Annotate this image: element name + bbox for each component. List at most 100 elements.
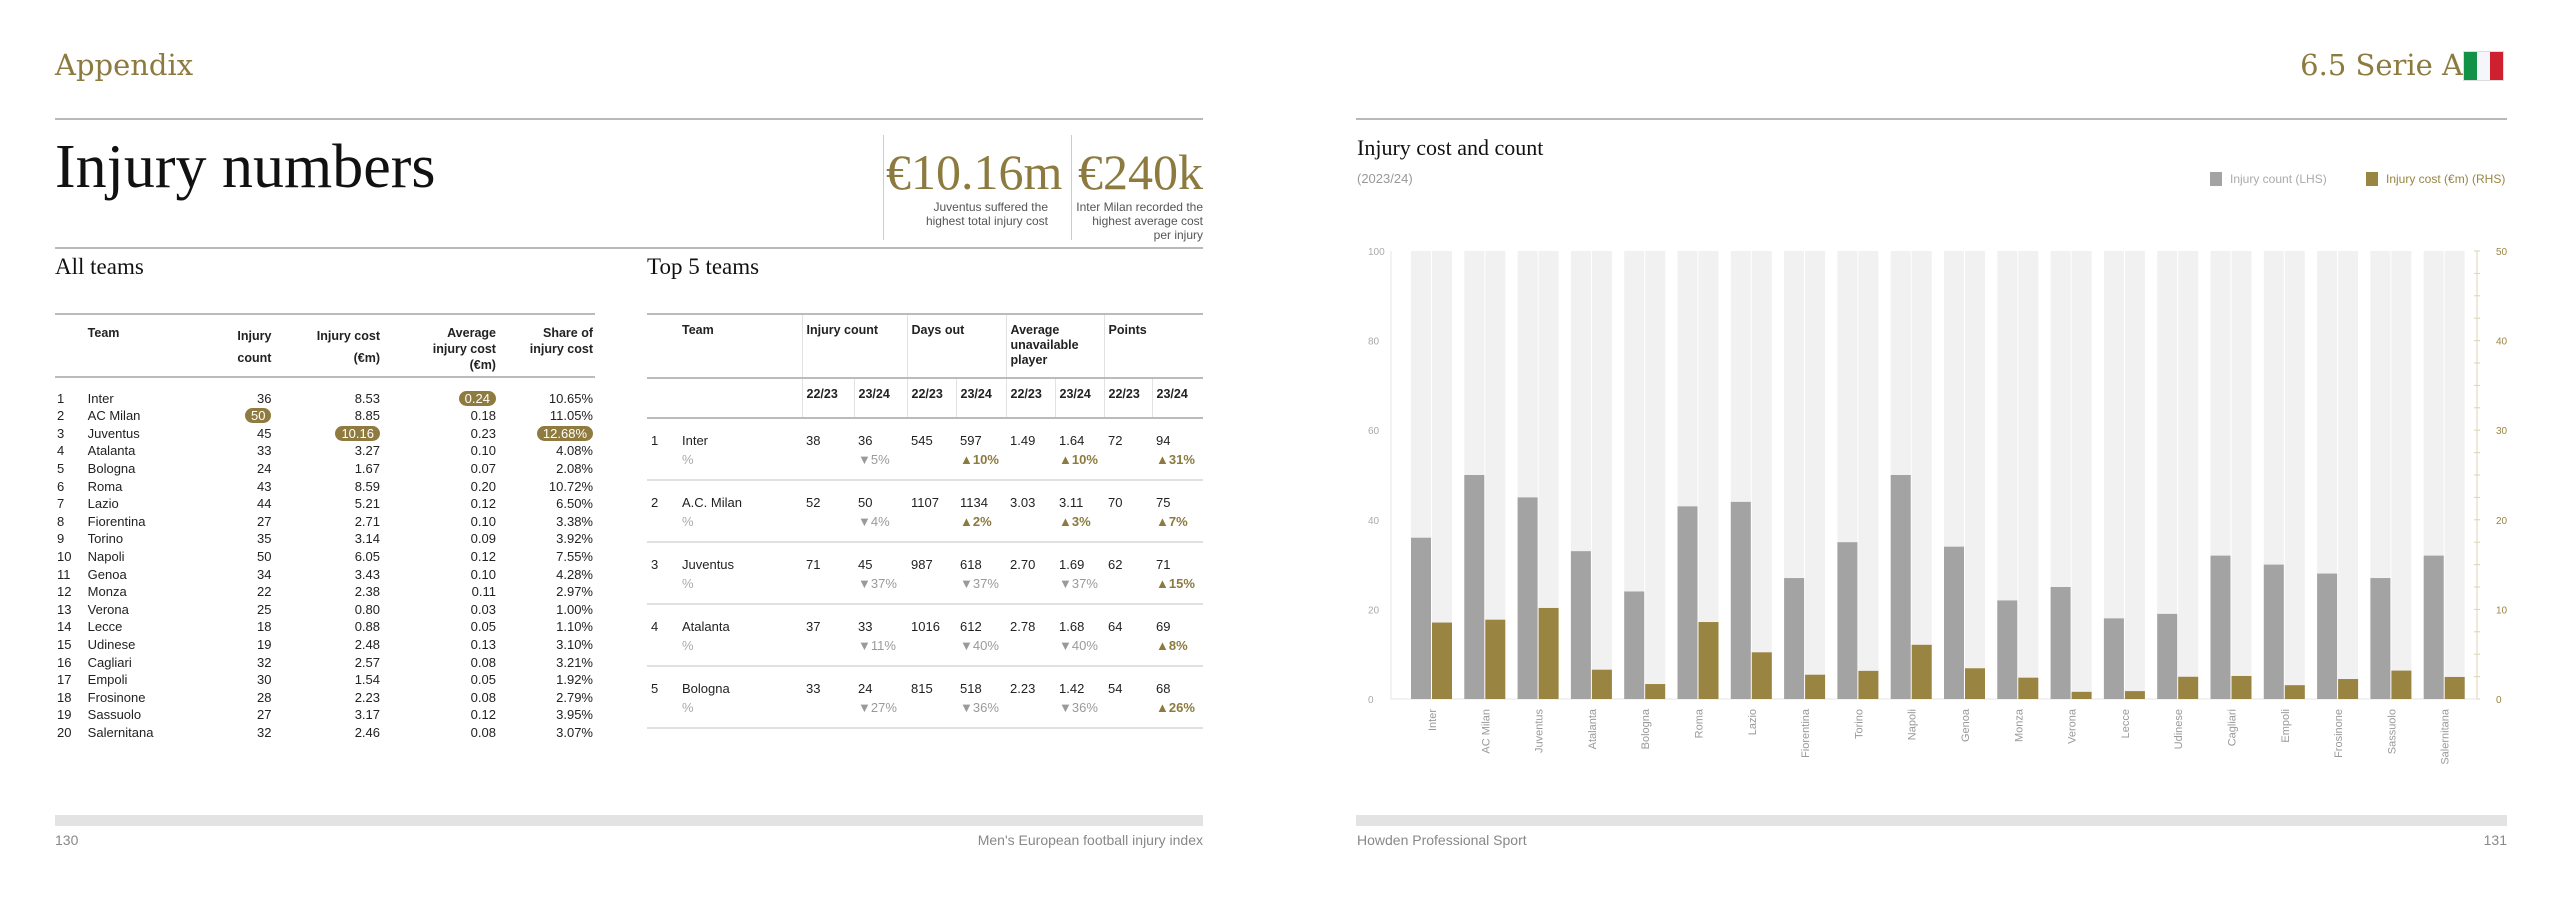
year-header: 22/23 (906, 378, 956, 419)
table-row: 4 Atalanta 33 3.27 0.10 4.08% (55, 442, 595, 460)
all-teams-heading: All teams (55, 254, 144, 279)
injury-count-bar (2103, 618, 2124, 699)
value-cell: 1134 (960, 495, 988, 510)
value-cell: 1.69 (1059, 557, 1085, 572)
injury-cost: 2.48 (354, 637, 380, 653)
value-cell: 54 (1108, 681, 1123, 696)
year-header: 23/24 (853, 378, 907, 419)
table-row: 10 Napoli 50 6.05 0.12 7.55% (55, 548, 595, 566)
value-cell: 3.03 (1010, 495, 1036, 510)
injury-cost: 2.57 (354, 654, 380, 670)
x-axis-label: Torino (1853, 709, 1865, 739)
bar-track (1645, 251, 1666, 699)
change-cell: ▲31% (1152, 452, 1203, 481)
rank: 15 (57, 637, 72, 653)
x-axis-label: Lecce (2120, 709, 2132, 738)
stat-caption: Juventus suffered the highest total injur… (925, 200, 1048, 228)
rank: 3 (651, 557, 659, 572)
table-row: 1 Inter 38 36 545 597 1.49 1.64 72 94 (647, 418, 1203, 452)
x-axis-label: Atalanta (1587, 708, 1599, 749)
team-name: Verona (87, 601, 129, 617)
avg-injury-cost: 0.08 (470, 724, 496, 740)
share-of-cost: 4.08% (556, 443, 593, 459)
injury-cost: 1.67 (354, 461, 380, 477)
change-cell: ▲26% (1152, 700, 1203, 729)
avg-injury-cost: 0.24 (382, 377, 498, 407)
value-cell: 33 (858, 619, 873, 634)
team-name: Lecce (87, 619, 123, 635)
injury-count: 19 (256, 637, 272, 653)
table-row: 14 Lecce 18 0.88 0.05 1.10% (55, 618, 595, 636)
avg-injury-cost: 0.10 (470, 513, 496, 529)
stat-value: €240k (1078, 144, 1203, 200)
share-of-cost: 3.38% (556, 513, 593, 529)
publication-name: Men's European football injury index (977, 832, 1203, 848)
x-axis-label: Sassuolo (2386, 709, 2398, 754)
group-header: Days out (906, 313, 1006, 379)
change-row: % ▼27% ▼36% ▼36% ▲26% (647, 700, 1203, 729)
header-rule (1356, 118, 2507, 120)
injury-count: 34 (256, 566, 272, 582)
change-cell: ▲10% (956, 452, 1006, 481)
injury-count: 36 (256, 391, 272, 406)
value-cell: 2.78 (1010, 619, 1036, 634)
change-cell: ▲7% (1152, 514, 1203, 543)
team-name: A.C. Milan (682, 495, 742, 510)
table-row: 5 Bologna 33 24 815 518 2.23 1.42 54 68 (647, 666, 1203, 700)
rank: 16 (57, 654, 72, 670)
injury-count-bar (1517, 497, 1538, 699)
rank: 1 (57, 391, 65, 406)
injury-count-bar (1784, 578, 1805, 699)
avg-injury-cost: 0.12 (470, 707, 496, 723)
bar-track (1624, 251, 1645, 699)
avg-injury-cost: 0.10 (470, 566, 496, 582)
share-of-cost: 2.79% (556, 689, 593, 705)
bar-track (1751, 251, 1772, 699)
share-of-cost: 1.00% (556, 601, 593, 617)
team-name: Inter (87, 391, 114, 406)
value-cell: 37 (806, 619, 821, 634)
highlight-badge: 50 (244, 408, 272, 424)
team-name: Udinese (87, 637, 136, 653)
x-axis-label: Frosinone (2333, 709, 2345, 758)
share-of-cost: 12.68% (498, 425, 595, 443)
bar-track (2124, 251, 2145, 699)
team-name: Roma (87, 478, 123, 494)
group-header: Team (678, 313, 802, 379)
value-cell: 3.11 (1059, 495, 1084, 510)
footer-bar (1356, 815, 2507, 826)
x-axis-label: Inter (1427, 709, 1439, 731)
value-cell: 815 (911, 681, 933, 696)
value-cell: 38 (806, 433, 821, 448)
left-axis-tick: 40 (1368, 516, 1380, 527)
bar-track (2391, 251, 2412, 699)
table-row: 18 Frosinone 28 2.23 0.08 2.79% (55, 689, 595, 707)
column-header: Injury cost (€m) (273, 313, 382, 378)
left-axis-tick: 80 (1368, 337, 1380, 348)
injury-cost-bar (2391, 670, 2412, 699)
x-axis-label: Genoa (1960, 708, 1972, 742)
highlight-badge: 12.68% (536, 425, 593, 441)
legend-item-cost: Injury cost (€m) (RHS) (2366, 172, 2505, 186)
avg-injury-cost: 0.05 (470, 619, 496, 635)
injury-count-bar (1890, 475, 1911, 699)
table-row: 15 Udinese 19 2.48 0.13 3.10% (55, 636, 595, 654)
rank: 18 (57, 689, 72, 705)
x-axis-label: Lazio (1747, 709, 1759, 735)
injury-count: 50 (256, 549, 272, 565)
bar-track (1911, 251, 1932, 699)
injury-count: 44 (256, 496, 272, 512)
injury-count: 32 (256, 654, 272, 670)
injury-count: 24 (256, 461, 272, 477)
injury-cost-bar (1911, 644, 1932, 699)
legend-swatch (2366, 172, 2378, 186)
x-axis-label: Roma (1694, 708, 1706, 738)
divider (1071, 135, 1072, 240)
rank: 4 (651, 619, 659, 634)
x-axis-label: Bologna (1640, 708, 1652, 749)
value-cell: 2.23 (1010, 681, 1036, 696)
injury-count-bar (1730, 501, 1751, 699)
bar-track (2157, 251, 2178, 699)
change-cell: ▼37% (956, 576, 1006, 605)
injury-count: 33 (256, 443, 272, 459)
